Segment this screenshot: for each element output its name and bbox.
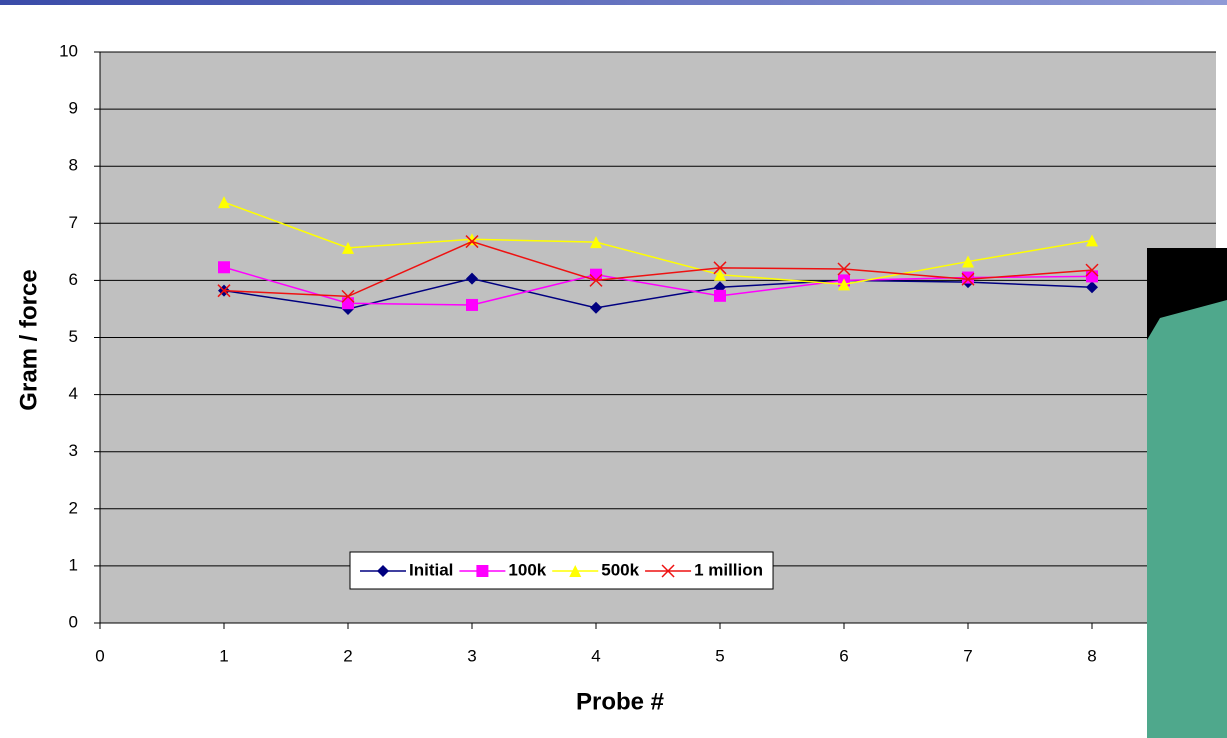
marker (342, 297, 354, 309)
y-tick-label: 3 (69, 441, 78, 460)
y-tick-label: 8 (69, 156, 78, 175)
y-tick-label: 6 (69, 270, 78, 289)
legend: Initial 100k 500k 1 million (350, 552, 773, 589)
y-tick-label: 2 (69, 498, 78, 517)
x-tick-label: 5 (715, 646, 724, 665)
y-tick-label: 9 (69, 99, 78, 118)
x-tick-label: 8 (1087, 646, 1096, 665)
x-axis-title: Probe # (576, 688, 664, 715)
y-tick-label: 5 (69, 327, 78, 346)
x-tick-label: 0 (95, 646, 104, 665)
legend-label: 100k (508, 560, 546, 579)
x-tick-label: 4 (591, 646, 600, 665)
x-tick-label: 7 (963, 646, 972, 665)
y-axis-title: Gram / force (15, 269, 42, 410)
y-tick-label: 7 (69, 213, 78, 232)
top-bar (0, 0, 1227, 5)
y-tick-label: 10 (59, 41, 78, 60)
marker (218, 261, 230, 273)
marker (962, 272, 974, 284)
y-tick-label: 0 (69, 612, 78, 631)
marker (1086, 270, 1098, 282)
y-tick-label: 1 (69, 555, 78, 574)
y-tick-label: 4 (69, 384, 78, 403)
legend-label: 1 million (694, 560, 763, 579)
photo-overlay (1147, 248, 1227, 738)
x-tick-label: 6 (839, 646, 848, 665)
x-tick-label: 1 (219, 646, 228, 665)
x-tick-label: 2 (343, 646, 352, 665)
marker (714, 290, 726, 302)
chart: 0 1 2 3 4 5 6 7 8 9 10 0 1 2 3 4 5 6 7 8 Initial 100k 500k 1 mi… (0, 0, 1227, 738)
legend-label: 500k (601, 560, 639, 579)
plot-area: 0 1 2 3 4 5 6 7 8 9 10 0 1 2 3 4 5 6 7 8 Initial 100k 500k 1 mi… (59, 41, 1216, 665)
marker (466, 299, 478, 311)
x-tick-label: 3 (467, 646, 476, 665)
legend-label: Initial (409, 560, 453, 579)
photo-surface (1147, 300, 1227, 738)
legend-marker (476, 565, 488, 577)
